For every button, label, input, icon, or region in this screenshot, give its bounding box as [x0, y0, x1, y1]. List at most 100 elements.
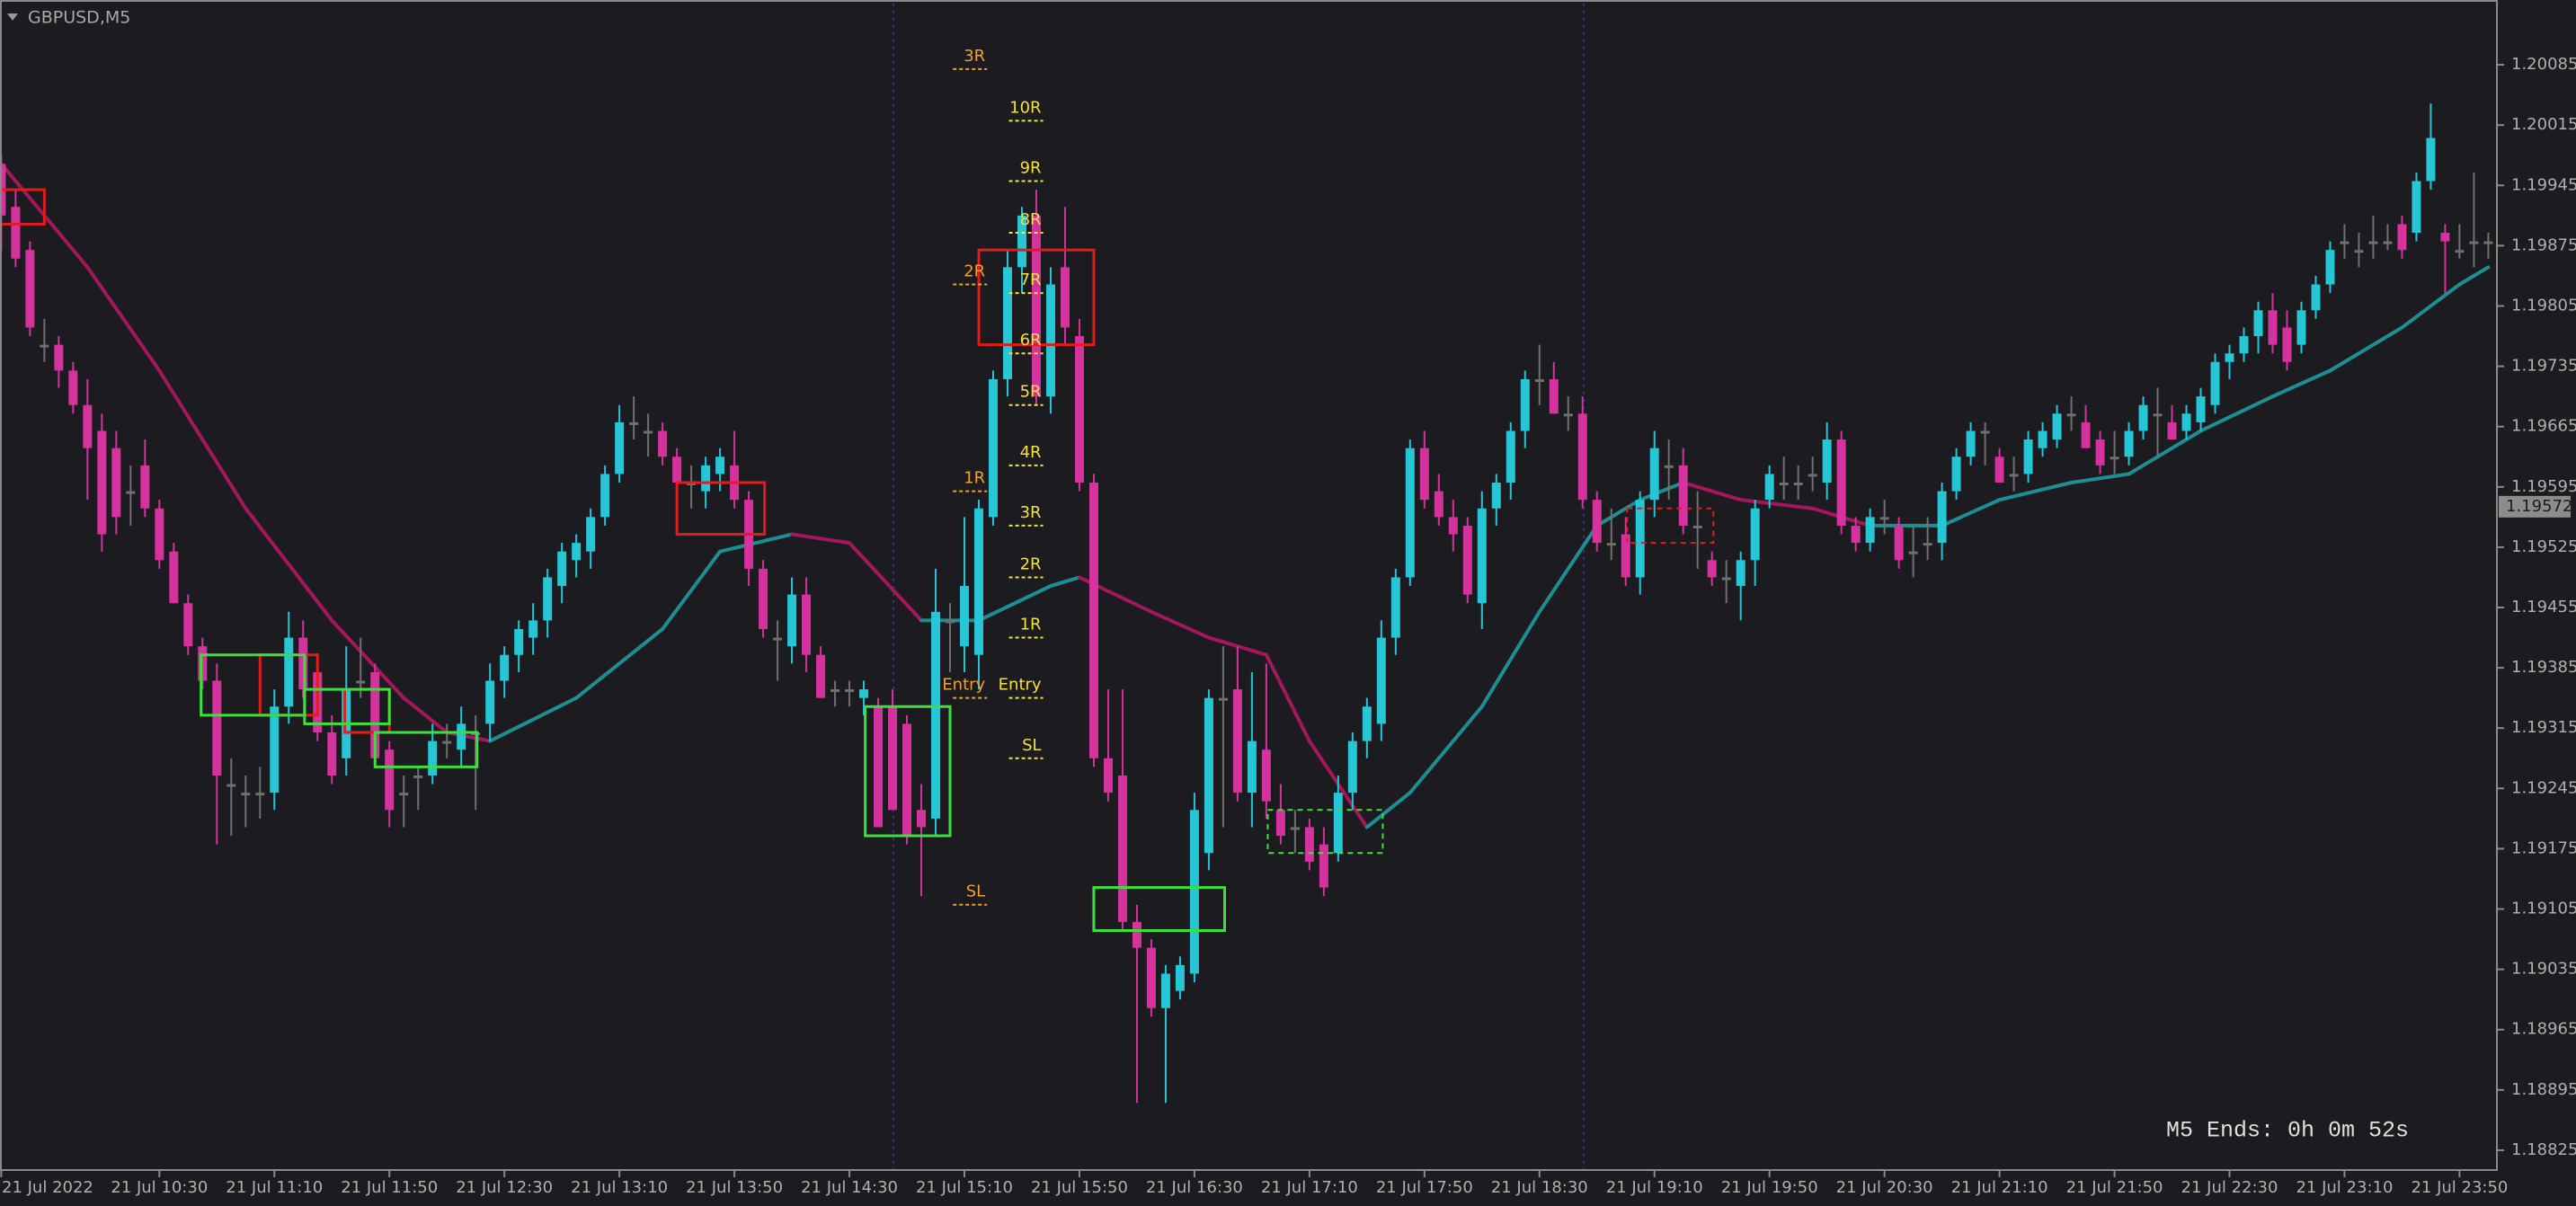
x-tick-label: 21 Jul 21:10 [1951, 1178, 2048, 1197]
ma-line [1537, 523, 1599, 614]
candle-body [1937, 491, 1947, 544]
y-tick-label: 1.19665 [2511, 417, 2576, 436]
candle-body [1333, 793, 1343, 854]
candle-body [1390, 577, 1400, 638]
candle-body [2009, 474, 2019, 477]
ma-line [157, 368, 248, 510]
candle-body [946, 620, 955, 624]
candle-body [1362, 706, 1372, 741]
timer: M5 Ends: 0h 0m 52s [2166, 1118, 2409, 1144]
candle-body [1577, 413, 1587, 501]
level-label: 8R [1020, 210, 1042, 229]
candle-body [1692, 525, 1702, 528]
ma-line [2198, 395, 2275, 433]
candle-body [1865, 517, 1875, 544]
candle-body [1045, 284, 1055, 397]
x-tick-label: 21 Jul 13:10 [571, 1178, 668, 1197]
candle-body [1793, 483, 1803, 486]
y-tick-label: 1.19595 [2511, 477, 2576, 496]
candle-body [356, 680, 366, 684]
candle-body [2225, 353, 2234, 362]
candle-body [1132, 921, 1141, 948]
candle-body [845, 689, 855, 693]
candle-body [644, 430, 653, 434]
y-tick-label: 1.19455 [2511, 598, 2576, 616]
candle-body [672, 457, 682, 483]
candle-body [1822, 439, 1832, 483]
level-label: 1R [964, 469, 985, 488]
y-tick-label: 1.18825 [2511, 1140, 2576, 1159]
candle-body [2181, 413, 2191, 431]
candle-body [2153, 413, 2163, 417]
candle-body [1707, 560, 1717, 578]
y-tick-label: 1.19105 [2511, 900, 2576, 918]
candle-body [1678, 465, 1688, 526]
level-label: Entry [942, 676, 985, 695]
candle-body [902, 723, 912, 837]
ma-line [848, 541, 924, 623]
candle-body [1419, 448, 1429, 501]
level-label: 4R [1020, 443, 1042, 462]
y-tick-label: 1.19525 [2511, 537, 2576, 556]
y-tick-label: 1.18895 [2511, 1080, 2576, 1099]
ma-line [2457, 265, 2491, 287]
candle-body [1520, 378, 1530, 431]
ma-line [2400, 282, 2462, 330]
candle-body [1750, 508, 1760, 561]
candle-body [787, 594, 797, 647]
candle-body [1031, 215, 1041, 397]
candle-body [1894, 525, 1904, 561]
candle-body [2081, 421, 2091, 448]
candle-body [973, 508, 983, 655]
candle-body [485, 680, 495, 724]
candle-body [2368, 241, 2378, 244]
collapse-icon[interactable] [7, 13, 18, 21]
ma-line [330, 618, 406, 700]
candle-body [2066, 413, 2076, 417]
candle-body [1908, 551, 1918, 554]
candle-body [988, 378, 998, 518]
candle-body [1002, 267, 1012, 379]
candle-body [11, 207, 21, 259]
candle-body [1635, 500, 1645, 578]
candle-body [1779, 483, 1789, 486]
x-tick-label: 21 Jul 11:10 [226, 1178, 323, 1197]
candle-body [241, 793, 251, 796]
candle-body [1721, 577, 1731, 581]
ma-line [2069, 472, 2131, 485]
candle-body [1736, 560, 1745, 587]
level-label: SL [966, 882, 985, 901]
ma-line [976, 584, 1053, 623]
candle-body [759, 568, 768, 629]
candle-body [1160, 973, 1170, 1008]
candle-body [1534, 378, 1544, 382]
ma-line [1681, 481, 1743, 502]
candle-body [1405, 448, 1415, 578]
x-tick-label: 21 Jul 15:50 [1031, 1178, 1128, 1197]
candle-body [183, 603, 193, 647]
candle-body [586, 517, 596, 552]
candle-body [457, 723, 466, 750]
candle-body [1491, 483, 1501, 509]
plot-frame [0, 0, 2498, 1171]
y-tick-label: 1.18965 [2511, 1020, 2576, 1039]
candle-body [385, 749, 395, 811]
candle-body [1060, 267, 1070, 328]
candle-body [1966, 430, 1976, 457]
candle-body [2440, 232, 2450, 242]
signal-box [864, 705, 952, 838]
plot: 3R 2R 1R Entry SL 10R 9R 8R 7R 6R 5R 4R 3R 2R 1R Entry S… [0, 47, 2493, 1104]
candle-body [1506, 430, 1515, 483]
candle-body [1606, 543, 1616, 546]
candle-body [1448, 517, 1458, 535]
candle-body [1664, 465, 1674, 468]
candle-body [198, 646, 208, 681]
candle-body [1146, 947, 1156, 1008]
level-label: 3R [964, 47, 985, 66]
candle-body [2282, 327, 2292, 362]
x-tick-label: 21 Jul 17:10 [1261, 1178, 1358, 1197]
ma-line [445, 731, 493, 743]
chart-title: GBPUSD,M5 [28, 8, 130, 28]
candle-body [255, 793, 265, 796]
